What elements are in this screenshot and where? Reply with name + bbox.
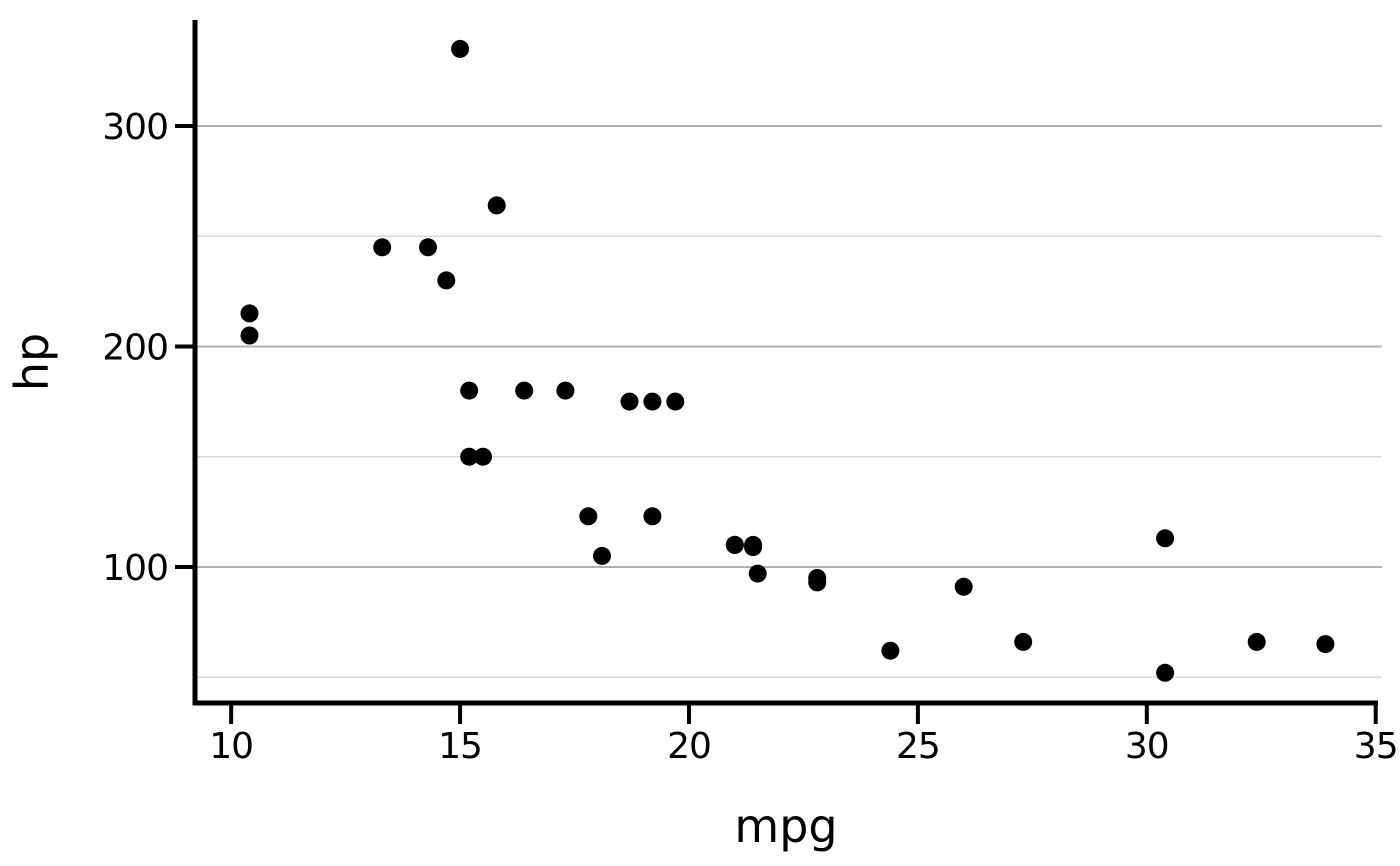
data-point xyxy=(487,196,506,215)
data-point xyxy=(643,507,662,526)
x-tick-label-30: 30 xyxy=(1125,726,1169,767)
data-point xyxy=(725,535,744,554)
x-axis-title: mpg xyxy=(734,799,837,853)
data-point xyxy=(1156,663,1175,682)
data-point xyxy=(579,507,598,526)
data-point xyxy=(1156,529,1175,548)
x-tick-label-35: 35 xyxy=(1354,726,1398,767)
x-tick-label-10: 10 xyxy=(209,726,253,767)
data-point xyxy=(240,304,259,323)
axis-ticks xyxy=(175,124,1378,724)
axis-tick-labels: 10 15 20 25 30 35 100 200 300 xyxy=(102,107,1398,767)
y-tick-label-100: 100 xyxy=(102,548,168,589)
data-point xyxy=(620,392,639,411)
data-point xyxy=(240,326,259,345)
data-point xyxy=(373,238,392,257)
data-point xyxy=(744,538,763,557)
axis-spines xyxy=(192,20,1378,706)
data-point xyxy=(1014,632,1033,651)
major-gridlines xyxy=(195,125,1382,568)
x-tick-label-20: 20 xyxy=(667,726,711,767)
data-point xyxy=(1316,635,1335,654)
data-point xyxy=(748,564,767,583)
data-point xyxy=(881,641,900,660)
y-axis-title: hp xyxy=(5,333,59,391)
data-point xyxy=(593,546,611,565)
data-point xyxy=(515,381,534,400)
x-tick-label-15: 15 xyxy=(438,726,482,767)
y-tick-label-300: 300 xyxy=(102,107,168,148)
data-point xyxy=(666,392,685,411)
data-point xyxy=(419,238,437,257)
data-point xyxy=(556,381,575,400)
data-point xyxy=(808,569,827,587)
data-point xyxy=(1247,632,1266,651)
minor-gridlines xyxy=(195,235,1382,678)
data-point xyxy=(451,39,470,58)
data-point xyxy=(954,577,973,596)
data-point xyxy=(437,271,456,290)
y-tick-label-200: 200 xyxy=(102,328,168,369)
data-point xyxy=(460,381,479,400)
data-point xyxy=(460,447,479,466)
data-points-layer xyxy=(240,39,1335,682)
x-tick-label-25: 25 xyxy=(896,726,940,767)
data-point xyxy=(643,392,662,411)
data-point xyxy=(474,447,492,466)
